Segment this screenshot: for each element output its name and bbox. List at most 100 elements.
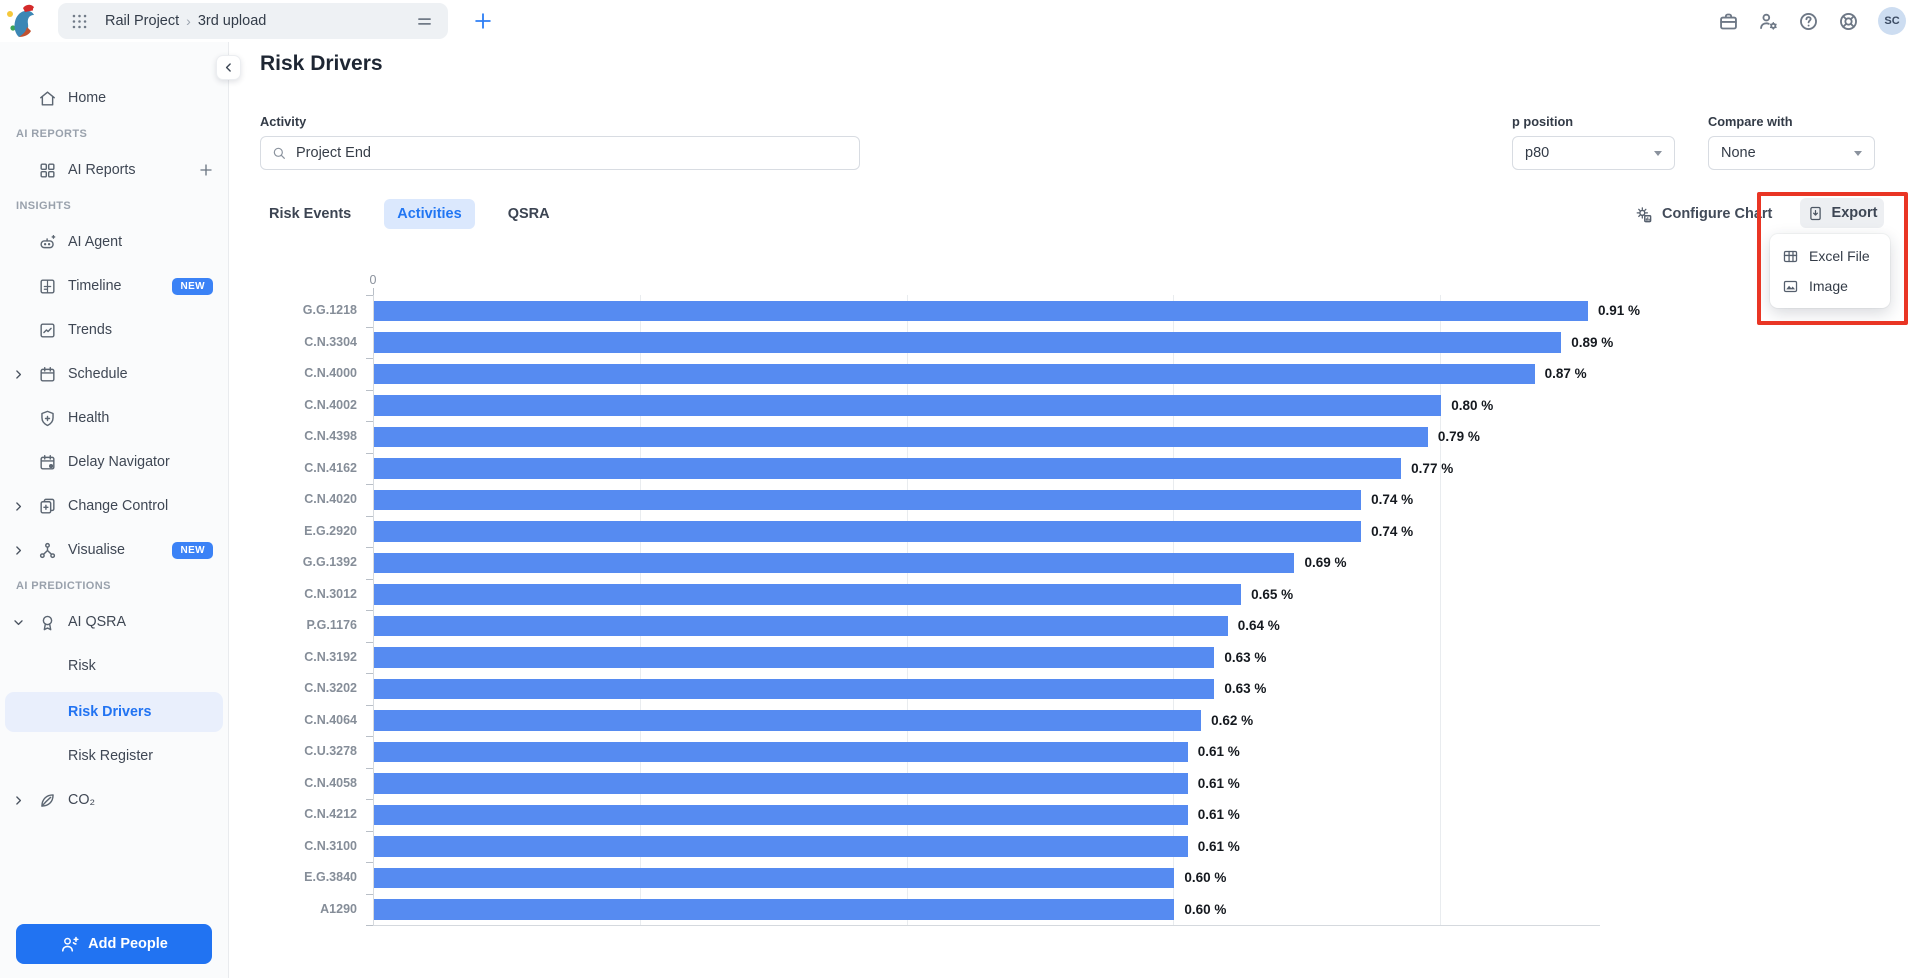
axis-tick	[366, 515, 373, 517]
sidebar-item-ai-reports[interactable]: AI Reports	[0, 152, 228, 188]
bar[interactable]	[374, 678, 1215, 699]
bar[interactable]	[374, 363, 1535, 384]
compare-with-select[interactable]: None	[1708, 136, 1875, 170]
sidebar-item-risk[interactable]: Risk	[0, 648, 228, 684]
axis-tick	[366, 925, 373, 926]
robot-icon	[38, 233, 57, 252]
avatar[interactable]: SC	[1878, 7, 1906, 35]
tab-qsra[interactable]: QSRA	[507, 206, 550, 222]
bar[interactable]	[374, 836, 1188, 857]
bar[interactable]	[374, 710, 1202, 731]
sidebar-item-label: AI QSRA	[68, 614, 126, 630]
bar-category-label: C.N.3304	[304, 334, 357, 349]
bar[interactable]	[374, 741, 1188, 762]
bar[interactable]	[374, 552, 1295, 573]
project-tab[interactable]: Rail Project › 3rd upload	[58, 3, 448, 39]
bar[interactable]	[374, 804, 1188, 825]
activity-search-input[interactable]	[296, 145, 849, 161]
y-axis-line	[373, 295, 374, 925]
app-logo-icon	[2, 1, 44, 43]
bar[interactable]	[374, 489, 1362, 510]
sidebar-item-schedule[interactable]: Schedule	[0, 356, 228, 392]
axis-tick	[366, 421, 373, 422]
bar[interactable]	[374, 867, 1175, 888]
configure-chart-button[interactable]: Configure Chart	[1634, 200, 1772, 228]
axis-tick	[366, 547, 373, 548]
activity-label: Activity	[260, 114, 307, 129]
bar-value-label: 0.61 %	[1197, 775, 1240, 791]
sidebar-item-ai-agent[interactable]: AI Agent	[0, 224, 228, 260]
bar[interactable]	[374, 332, 1562, 353]
bar[interactable]	[374, 426, 1428, 447]
bar-value-label: 0.61 %	[1197, 744, 1240, 759]
sidebar-item-visualise[interactable]: Visualise NEW	[0, 532, 228, 568]
sidebar-item-health[interactable]: Health	[0, 400, 228, 436]
sidebar-item-label: AI Agent	[68, 234, 123, 250]
bar-chart: 0 G.G.1218 0.91 % C.N.3304 0.89 % C.N.4000 0.…	[260, 268, 1650, 940]
export-option-excel-file[interactable]: Excel File	[1770, 241, 1890, 271]
bar[interactable]	[374, 458, 1402, 479]
axis-tick	[366, 389, 373, 391]
bar[interactable]	[374, 521, 1362, 542]
tab-activities[interactable]: Activities	[384, 199, 475, 229]
bar-value-label: 0.62 %	[1211, 712, 1254, 728]
gridline	[639, 295, 641, 925]
sidebar-child-label: Risk Register	[68, 748, 154, 764]
user-settings-icon[interactable]	[1758, 11, 1779, 32]
help-icon[interactable]	[1798, 11, 1819, 32]
sidebar-item-ai-qsra[interactable]: AI QSRA	[0, 604, 228, 640]
bar-value-label: 0.61 %	[1197, 807, 1240, 822]
sidebar-item-delay-navigator[interactable]: Delay Navigator	[0, 444, 228, 480]
sidebar-item-co[interactable]: CO₂	[0, 782, 228, 818]
sidebar-item-trends[interactable]: Trends	[0, 312, 228, 348]
sidebar-item-label: Health	[68, 410, 110, 426]
tab-menu-icon[interactable]	[415, 12, 434, 31]
chart-tabs: Risk Events Activities QSRA	[262, 199, 557, 229]
tab-risk-events[interactable]: Risk Events	[269, 206, 352, 222]
axis-tick	[366, 295, 373, 296]
new-badge: NEW	[172, 277, 213, 295]
breadcrumb-page[interactable]: 3rd upload	[197, 13, 267, 29]
sidebar-item-change-control[interactable]: Change Control	[0, 488, 228, 524]
leaf-icon	[38, 791, 57, 810]
bar-value-label: 0.74 %	[1371, 523, 1414, 539]
bar[interactable]	[374, 773, 1188, 794]
copy-plus-icon	[38, 497, 57, 516]
breadcrumb-project[interactable]: Rail Project	[105, 13, 180, 29]
chevron-left-icon	[222, 61, 235, 74]
sidebar-item-home[interactable]: Home	[0, 80, 228, 116]
support-icon[interactable]	[1838, 11, 1859, 32]
bar[interactable]	[374, 300, 1588, 321]
bar-category-label: A1290	[320, 901, 357, 916]
bar[interactable]	[374, 899, 1175, 920]
bar-value-label: 0.79 %	[1437, 429, 1480, 444]
bar-category-label: E.G.2920	[304, 523, 357, 538]
sidebar-item-risk-register[interactable]: Risk Register	[0, 738, 228, 774]
axis-tick	[366, 830, 373, 832]
gridline	[906, 295, 908, 925]
bar-value-label: 0.80 %	[1451, 397, 1494, 413]
sidebar-child-label: Risk	[68, 658, 96, 674]
add-people-button[interactable]: Add People	[16, 924, 212, 964]
sidebar-item-risk-drivers[interactable]: Risk Drivers	[5, 692, 223, 732]
sidebar: Home AI REPORTS AI Reports INSIGHTS AI Agent…	[0, 42, 229, 978]
new-tab-button[interactable]	[470, 8, 496, 34]
bar-value-label: 0.63 %	[1224, 649, 1267, 665]
export-option-label: Excel File	[1809, 248, 1870, 264]
bar[interactable]	[374, 395, 1442, 416]
trends-icon	[38, 321, 57, 340]
bar[interactable]	[374, 584, 1242, 605]
axis-tick	[366, 673, 373, 674]
bar[interactable]	[374, 615, 1228, 636]
chevron-right-icon	[12, 368, 25, 381]
export-option-image[interactable]: Image	[1770, 271, 1890, 301]
sidebar-item-timeline[interactable]: Timeline NEW	[0, 268, 228, 304]
sidebar-collapse-button[interactable]	[216, 55, 241, 80]
add-people-label: Add People	[88, 936, 168, 952]
portfolio-icon[interactable]	[1718, 11, 1739, 32]
bar-category-label: C.N.3100	[304, 838, 357, 853]
p-position-select[interactable]: p80	[1512, 136, 1675, 170]
export-button[interactable]: Export	[1800, 198, 1884, 228]
axis-tick	[366, 610, 373, 611]
bar[interactable]	[374, 647, 1215, 668]
